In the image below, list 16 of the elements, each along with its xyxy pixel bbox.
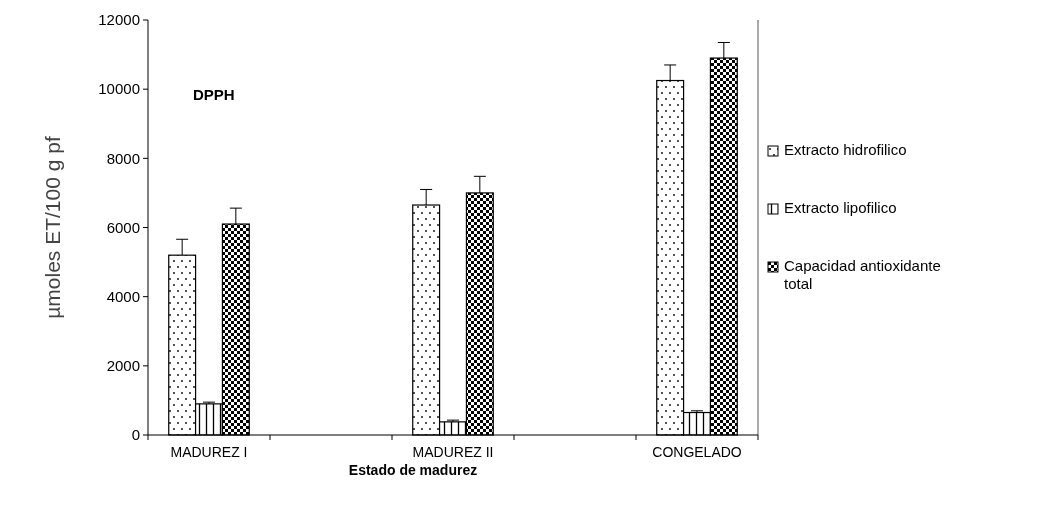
- y-tick-label: 4000: [106, 287, 140, 305]
- y-tick-label: 10000: [98, 80, 140, 98]
- y-tick-label: 6000: [106, 218, 140, 236]
- y-tick-label: 8000: [106, 149, 140, 167]
- y-tick-label: 12000: [98, 11, 140, 29]
- legend-label: Capacidad antioxidante total: [784, 257, 941, 292]
- legend-label: Extracto hidrofilico: [784, 141, 907, 158]
- y-axis-title: µmoles ET/100 g pf: [41, 136, 64, 319]
- text: DPPH: [193, 86, 235, 103]
- y-tick-label: 2000: [106, 357, 140, 375]
- x-tick-label: CONGELADO: [652, 444, 742, 460]
- x-tick-label: MADUREZ II: [412, 444, 494, 460]
- x-axis-title: Estado de madurez: [348, 462, 478, 478]
- y-tick-label: 0: [131, 426, 140, 444]
- legend-label: Extracto lipofilico: [784, 199, 897, 216]
- x-tick-label: MADUREZ I: [170, 444, 248, 460]
